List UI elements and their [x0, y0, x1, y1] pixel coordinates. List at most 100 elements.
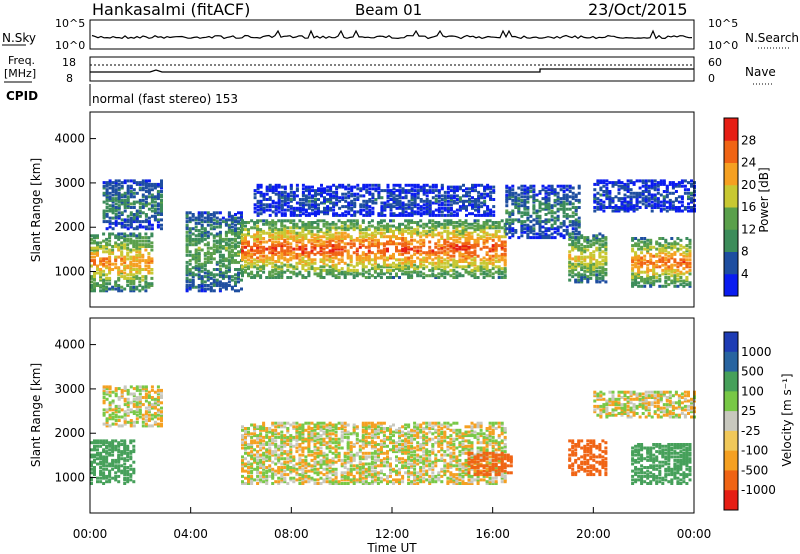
power-cell — [553, 193, 557, 197]
power-cell — [392, 187, 396, 191]
power-cell — [289, 231, 293, 235]
power-cell — [234, 216, 237, 220]
power-cell — [407, 212, 411, 216]
power-cell — [271, 224, 275, 228]
power-cell — [268, 187, 272, 191]
power-cell — [138, 246, 142, 250]
power-cell — [404, 190, 408, 194]
power-cell — [377, 196, 381, 200]
power-cell — [517, 218, 521, 222]
power-cell — [197, 275, 201, 279]
power-cell — [446, 213, 450, 217]
power-cell — [668, 206, 672, 209]
power-cell — [470, 222, 474, 226]
power-cell — [673, 281, 677, 285]
power-cell — [440, 244, 444, 248]
power-cell — [520, 184, 524, 188]
power-cell — [500, 267, 504, 271]
power-cell — [677, 184, 681, 188]
power-cell — [344, 199, 348, 203]
power-cell — [317, 189, 320, 193]
power-cell — [310, 221, 314, 224]
power-cell — [410, 206, 414, 210]
power-cell — [120, 259, 124, 263]
power-cell — [491, 226, 495, 230]
power-cell — [283, 231, 287, 235]
power-cell — [476, 222, 480, 226]
power-cell — [483, 213, 487, 217]
power-cell — [292, 265, 296, 269]
power-cell — [132, 282, 136, 286]
power-cell — [234, 237, 237, 241]
power-cell — [389, 224, 392, 228]
power-cell — [503, 229, 507, 233]
power-cell — [670, 244, 674, 248]
power-cell — [350, 213, 354, 217]
power-cell — [614, 206, 618, 209]
power-cell — [156, 197, 160, 201]
power-cell — [218, 234, 222, 238]
power-cell — [476, 240, 480, 244]
power-cell — [535, 209, 539, 213]
power-cell — [568, 207, 572, 211]
power-cell — [364, 265, 368, 269]
power-cell — [538, 232, 542, 236]
power-cell — [265, 187, 269, 191]
power-cell — [398, 222, 401, 226]
power-cell — [623, 182, 627, 186]
power-cell — [310, 245, 314, 249]
power-cell — [150, 209, 154, 213]
power-cell — [632, 195, 636, 199]
power-cell — [605, 195, 609, 199]
power-cell — [304, 222, 308, 226]
power-cell — [593, 198, 597, 202]
power-cell — [467, 245, 471, 249]
power-cell — [392, 199, 396, 203]
power-cell — [407, 267, 411, 271]
power-cell — [661, 263, 665, 267]
power-cell — [592, 236, 596, 240]
power-cell — [129, 266, 133, 270]
power-cell — [556, 191, 560, 195]
power-cell — [268, 245, 272, 249]
power-cell — [332, 213, 336, 217]
power-cell — [428, 254, 432, 258]
power-cell — [620, 181, 624, 185]
power-cell — [593, 182, 597, 186]
power-cell — [413, 221, 417, 224]
power-cell — [259, 274, 263, 278]
power-cell — [367, 233, 371, 237]
power-cell — [141, 285, 145, 289]
power-cell — [437, 238, 441, 242]
power-cell — [301, 256, 305, 260]
power-cell — [458, 252, 462, 256]
power-cell — [280, 276, 284, 279]
power-cell — [404, 251, 408, 255]
power-cell — [440, 237, 444, 240]
power-cell — [352, 270, 356, 274]
power-cell — [322, 268, 326, 272]
power-cell — [599, 186, 603, 190]
power-cell — [117, 266, 121, 270]
power-cell — [477, 190, 481, 194]
power-cell — [577, 186, 581, 190]
power-cell — [262, 229, 266, 233]
power-cell — [295, 208, 299, 212]
power-cell — [212, 273, 216, 277]
power-cell — [544, 202, 548, 206]
power-cell — [120, 236, 124, 240]
power-cell — [200, 284, 204, 287]
power-cell — [461, 242, 465, 246]
power-cell — [212, 227, 216, 231]
power-cell — [334, 228, 338, 232]
power-cell — [331, 249, 335, 253]
power-cell — [479, 247, 483, 251]
power-cell — [635, 179, 639, 183]
power-cell — [203, 289, 207, 293]
power-cell — [653, 186, 657, 190]
power-cell — [497, 244, 501, 248]
power-cell — [203, 260, 207, 264]
power-cell — [304, 203, 308, 207]
power-cell — [147, 282, 151, 286]
power-cell — [431, 261, 435, 265]
